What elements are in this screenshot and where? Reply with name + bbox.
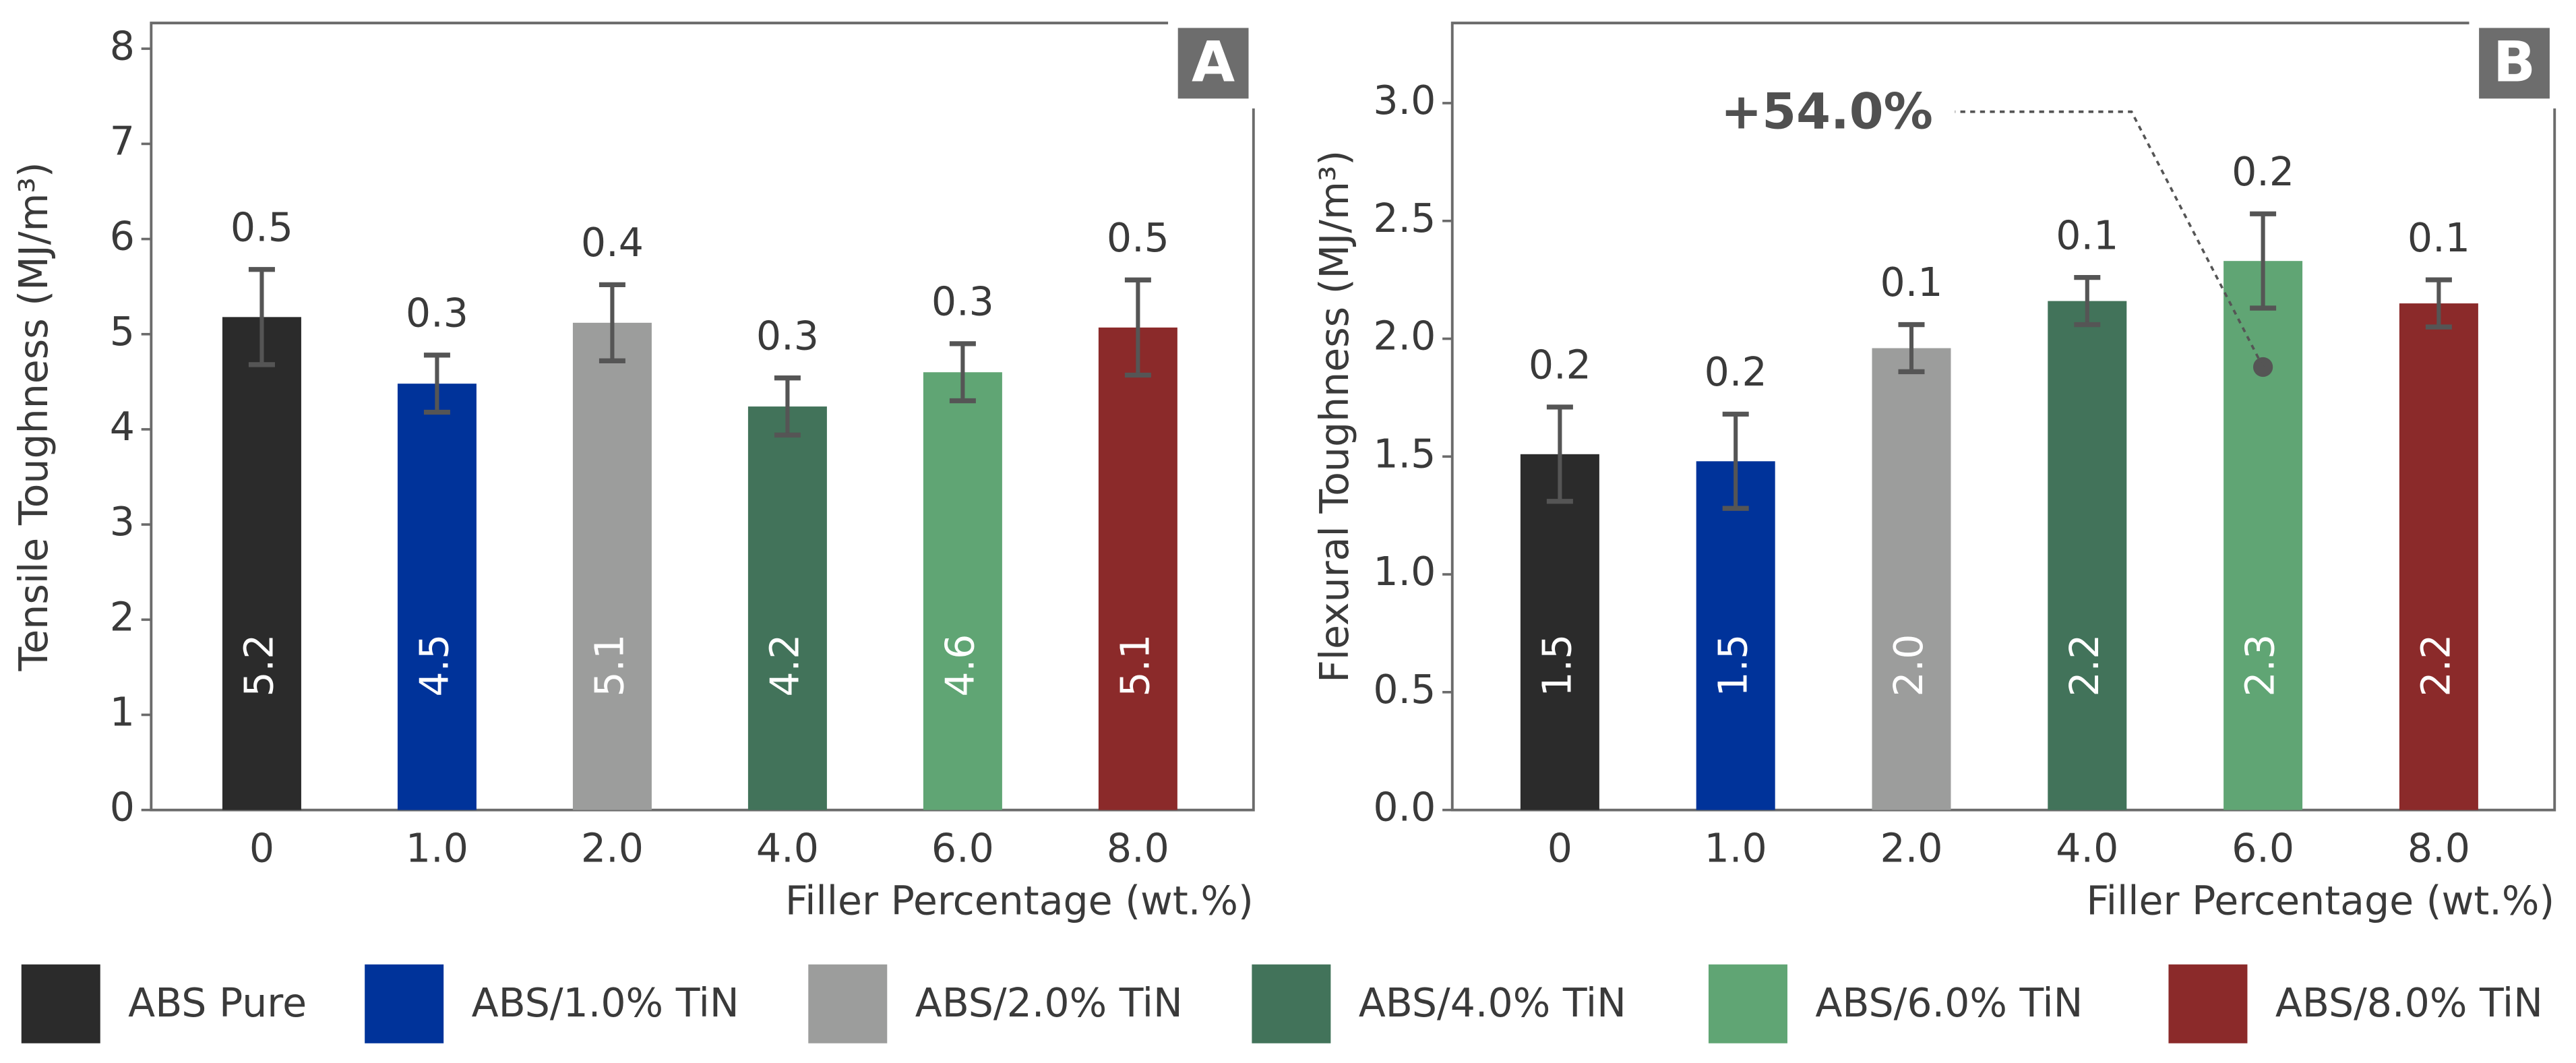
panel-label: B <box>2493 29 2536 94</box>
bar <box>2048 301 2127 810</box>
y-tick-label: 1.5 <box>1373 431 1436 477</box>
bar-value-label: 2.2 <box>2062 634 2108 697</box>
y-tick-label: 7 <box>110 119 135 164</box>
legend-swatch <box>365 964 444 1043</box>
legend-label: ABS/2.0% TiN <box>915 980 1183 1026</box>
legend-swatch <box>21 964 100 1043</box>
error-label: 0.2 <box>1529 342 1591 388</box>
y-tick-label: 0.5 <box>1373 667 1436 712</box>
error-label: 0.1 <box>1880 260 1942 305</box>
error-label: 0.2 <box>1705 349 1767 395</box>
legend-label: ABS/6.0% TiN <box>1815 980 2083 1026</box>
bar <box>1520 454 1599 810</box>
x-tick-label: 2.0 <box>581 826 644 872</box>
bar <box>222 317 301 810</box>
y-tick-label: 0.0 <box>1373 785 1436 830</box>
y-axis-label: Flexural Toughness (MJ/m³) <box>1312 150 1357 683</box>
y-tick-label: 1.0 <box>1373 549 1436 595</box>
x-axis-label: Filler Percentage (wt.%) <box>785 878 1254 924</box>
axis-frame <box>1450 22 2556 812</box>
x-tick-label: 8.0 <box>1107 826 1169 872</box>
axis-frame <box>150 22 1255 812</box>
x-tick-label: 8.0 <box>2408 826 2470 872</box>
legend-swatch <box>2168 964 2248 1043</box>
error-label: 0.2 <box>2232 149 2294 195</box>
error-label: 0.3 <box>756 313 819 359</box>
bar-value-label: 2.0 <box>1886 634 1932 697</box>
bar-value-label: 4.2 <box>762 634 808 697</box>
bar-value-label: 4.5 <box>412 634 458 697</box>
y-tick-label: 4 <box>110 404 135 450</box>
bar-value-label: 4.6 <box>938 634 983 697</box>
x-tick-label: 6.0 <box>931 826 994 872</box>
x-tick-label: 4.0 <box>756 826 819 872</box>
y-tick-label: 8 <box>110 23 135 69</box>
y-axis-label: Tensile Toughness (MJ/m³) <box>11 162 57 671</box>
y-tick-label: 2.0 <box>1373 313 1436 359</box>
bar <box>2224 261 2303 810</box>
error-label: 0.3 <box>406 290 468 336</box>
y-tick-label: 2 <box>110 594 135 640</box>
panel-label-box <box>2479 28 2550 99</box>
bar <box>572 322 652 810</box>
bar-value-label: 1.5 <box>1710 634 1756 697</box>
legend-label: ABS Pure <box>128 980 307 1026</box>
legend-swatch <box>808 964 888 1043</box>
error-label: 0.4 <box>581 220 644 266</box>
bar-value-label: 2.2 <box>2414 634 2459 697</box>
y-tick-label: 1 <box>110 690 135 735</box>
bar <box>747 406 827 810</box>
x-tick-label: 1.0 <box>1705 826 1767 872</box>
x-tick-label: 4.0 <box>2056 826 2118 872</box>
bar-value-label: 5.1 <box>587 634 633 697</box>
y-tick-label: 3 <box>110 499 135 545</box>
bar-value-label: 2.3 <box>2238 634 2283 697</box>
annotation-point <box>2252 357 2273 377</box>
bar <box>2399 303 2478 810</box>
x-tick-label: 6.0 <box>2232 826 2294 872</box>
bar-value-label: 5.1 <box>1112 634 1158 697</box>
y-tick-label: 3.0 <box>1373 78 1436 123</box>
x-tick-label: 1.0 <box>406 826 468 872</box>
panel-label-box <box>1177 28 1249 99</box>
x-tick-label: 0 <box>1547 826 1572 872</box>
y-tick-label: 6 <box>110 214 135 260</box>
error-label: 0.1 <box>2056 212 2118 258</box>
error-label: 0.1 <box>2408 215 2470 261</box>
bar <box>923 372 1002 810</box>
annotation-text: +54.0% <box>1721 84 1933 141</box>
panel-label: A <box>1192 29 1235 94</box>
y-tick-label: 5 <box>110 309 135 355</box>
error-label: 0.5 <box>231 204 293 250</box>
legend-swatch <box>1708 964 1787 1043</box>
error-label: 0.3 <box>931 278 994 324</box>
annotation-line <box>1955 110 2265 368</box>
x-axis-label: Filler Percentage (wt.%) <box>2086 878 2554 924</box>
bar <box>1696 461 1775 810</box>
legend-swatch <box>1252 964 1331 1043</box>
error-label: 0.5 <box>1107 215 1169 261</box>
y-tick-label: 0 <box>110 785 135 830</box>
legend-label: ABS/1.0% TiN <box>472 980 739 1026</box>
bar <box>397 384 477 810</box>
bar-value-label: 5.2 <box>237 634 282 697</box>
bar-value-label: 1.5 <box>1534 634 1580 697</box>
bar <box>1098 327 1177 810</box>
bar <box>1872 348 1951 810</box>
x-tick-label: 0 <box>249 826 274 872</box>
x-tick-label: 2.0 <box>1880 826 1942 872</box>
legend-label: ABS/8.0% TiN <box>2275 980 2543 1026</box>
y-tick-label: 2.5 <box>1373 195 1436 241</box>
legend-label: ABS/4.0% TiN <box>1359 980 1626 1026</box>
